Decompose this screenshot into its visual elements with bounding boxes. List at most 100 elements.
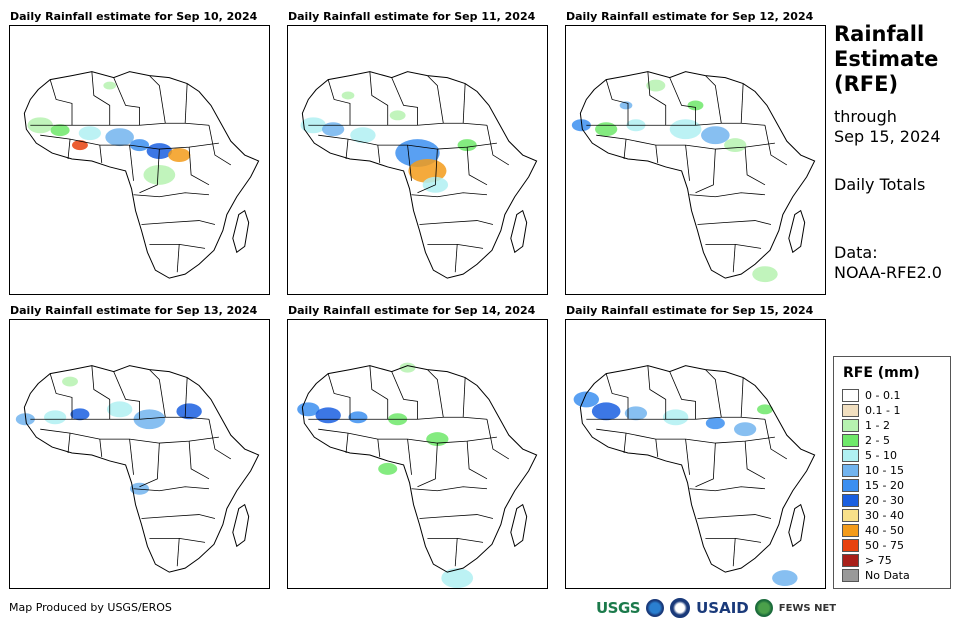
country-border [623, 139, 627, 160]
rainfall-cell [757, 404, 773, 415]
rainfall-cell [591, 402, 621, 421]
country-border [586, 416, 766, 420]
legend-label: > 75 [865, 554, 892, 567]
country-border [30, 122, 210, 126]
legend-title: RFE (mm) [843, 365, 920, 381]
country-border [744, 147, 766, 186]
map-credit: Map Produced by USGS/EROS [9, 601, 172, 614]
country-border [49, 79, 73, 126]
madagascar-outline [510, 503, 528, 548]
country-border [705, 369, 722, 418]
country-border [141, 220, 216, 225]
rainfall-map-sep13 [9, 319, 270, 589]
country-border [655, 439, 659, 458]
africa-outline [23, 365, 260, 573]
rainfall-cell [72, 140, 88, 151]
country-border [391, 77, 418, 126]
country-border [705, 243, 762, 249]
country-border [419, 514, 494, 519]
legend-label: 10 - 15 [865, 464, 904, 477]
country-border [427, 75, 444, 124]
panel-title-sep13: Daily Rainfall estimate for Sep 13, 2024 [10, 304, 258, 317]
rainfall-cell [724, 138, 747, 153]
rainfall-cell [129, 482, 150, 495]
rainfall-map-sep14 [287, 319, 548, 589]
country-border [454, 538, 458, 567]
usgs-logo: USGS [596, 599, 641, 617]
rainfall-cell [624, 406, 648, 421]
rainfall-cell [143, 164, 176, 185]
legend-item: 15 - 20 [842, 479, 904, 492]
legend-label: 2 - 5 [865, 434, 890, 447]
country-border [99, 439, 103, 458]
legend-swatch [842, 404, 859, 417]
country-border [208, 125, 232, 166]
rainfall-cell [78, 126, 101, 141]
country-border [605, 79, 629, 126]
through-date: Sep 15, 2024 [834, 127, 941, 146]
country-border [30, 416, 210, 420]
country-border [705, 75, 722, 124]
country-border [141, 514, 216, 519]
country-border [454, 244, 458, 273]
africa-outline [579, 365, 816, 573]
rainfall-cell [441, 568, 474, 588]
country-border [695, 443, 716, 488]
legend-swatch [842, 509, 859, 522]
legend-swatch [842, 389, 859, 402]
country-border [689, 192, 766, 198]
rainfall-cell [734, 422, 757, 437]
legend-item: 1 - 2 [842, 419, 890, 432]
country-border [188, 441, 210, 480]
rainfall-cell [701, 126, 730, 145]
through-label: through [834, 107, 897, 126]
legend-swatch [842, 464, 859, 477]
country-border [669, 77, 696, 126]
country-border [327, 373, 351, 420]
legend-swatch [842, 539, 859, 552]
country-border [647, 365, 667, 420]
country-border [685, 145, 690, 181]
rainfall-cell [315, 407, 341, 424]
legend-label: 5 - 10 [865, 449, 897, 462]
country-border [345, 139, 349, 160]
country-border [647, 71, 667, 126]
country-border [417, 149, 438, 194]
fews-globe-icon [754, 599, 773, 617]
country-border [411, 192, 488, 198]
legend-label: 30 - 40 [865, 509, 904, 522]
rainfall-cell [669, 119, 702, 140]
legend-item: 5 - 10 [842, 449, 897, 462]
rainfall-cell [50, 124, 70, 137]
country-border [417, 443, 438, 488]
country-border [486, 125, 510, 166]
rainfall-cell [662, 409, 689, 426]
africa-outline [23, 71, 260, 279]
country-border [419, 220, 494, 225]
country-border [49, 373, 73, 420]
madagascar-outline [788, 503, 806, 548]
rainfall-cell [646, 79, 666, 92]
rainfall-cell [106, 401, 133, 418]
rainfall-cell [389, 110, 406, 121]
legend-label: 40 - 50 [865, 524, 904, 537]
country-border [113, 371, 140, 420]
usaid-logo: USAID [696, 599, 749, 617]
rainfall-cell [752, 266, 778, 283]
panel-title-sep15: Daily Rainfall estimate for Sep 15, 2024 [566, 304, 814, 317]
legend-swatch [842, 419, 859, 432]
country-border [705, 537, 762, 543]
country-border [695, 149, 716, 194]
country-border [740, 83, 744, 124]
rainfall-cell [350, 127, 376, 144]
country-border [427, 369, 444, 418]
country-border [345, 433, 349, 454]
rainfall-cell [105, 128, 134, 147]
country-border [99, 145, 103, 164]
country-border [308, 122, 488, 126]
dos-seal-icon [670, 598, 691, 618]
rainfall-cell [322, 122, 345, 137]
country-border [586, 122, 766, 126]
rainfall-cell [705, 417, 725, 430]
country-border [67, 433, 71, 454]
